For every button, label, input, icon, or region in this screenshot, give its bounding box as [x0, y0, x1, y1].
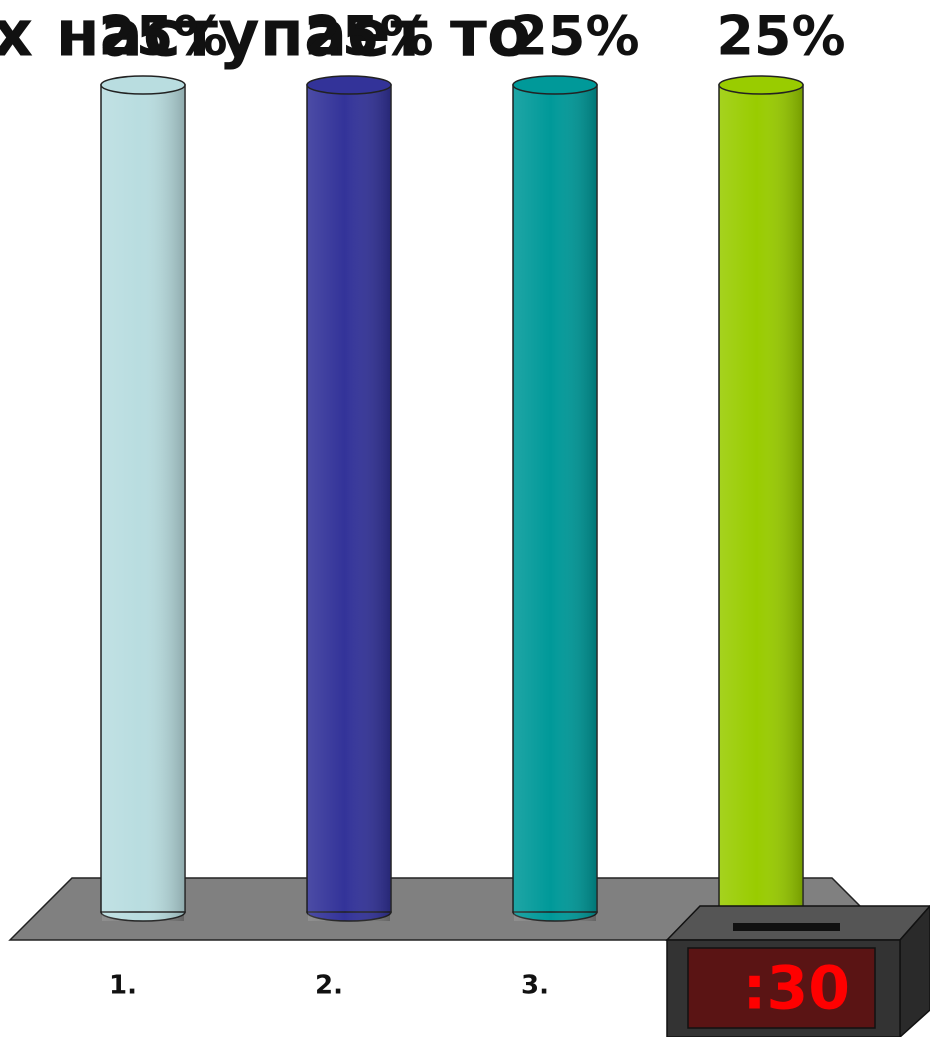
chart-floor [8, 877, 896, 941]
bar-shade [102, 85, 184, 921]
timer: :30 [665, 904, 930, 1037]
x-tick-label: 1. [109, 971, 137, 1001]
bar-cap [718, 75, 804, 95]
bars [100, 75, 804, 922]
bar-shade [720, 85, 802, 921]
timer-slot [733, 923, 840, 931]
chart-title: х наступает то [0, 0, 531, 72]
bar-shade [308, 85, 390, 921]
timer-text: :30 [743, 954, 851, 1024]
value-label: 25% [304, 5, 433, 68]
x-tick-label: 3. [521, 971, 549, 1001]
bar-cap [100, 75, 186, 95]
value-label: 25% [98, 5, 227, 68]
bar-cap [512, 75, 598, 95]
value-label: 25% [716, 5, 845, 68]
x-tick-label: 2. [315, 971, 343, 1001]
bar-cap [306, 75, 392, 95]
value-label: 25% [510, 5, 639, 68]
bar-shade [514, 85, 596, 921]
timer-display [687, 947, 876, 1029]
labels: 25% 1. 25% 2. 25% 3. 25% [98, 5, 845, 1001]
